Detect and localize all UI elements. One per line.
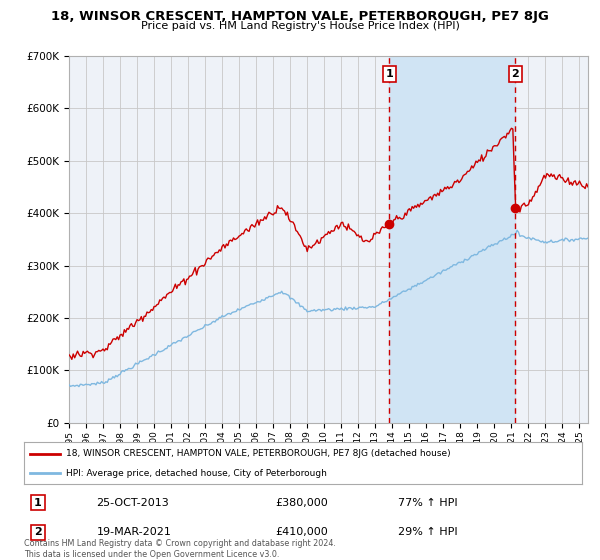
Text: 25-OCT-2013: 25-OCT-2013 bbox=[97, 498, 169, 507]
Text: 2: 2 bbox=[34, 528, 42, 537]
Text: HPI: Average price, detached house, City of Peterborough: HPI: Average price, detached house, City… bbox=[66, 469, 327, 478]
Text: 18, WINSOR CRESCENT, HAMPTON VALE, PETERBOROUGH, PE7 8JG (detached house): 18, WINSOR CRESCENT, HAMPTON VALE, PETER… bbox=[66, 449, 451, 458]
Text: 1: 1 bbox=[385, 69, 393, 79]
Text: 1: 1 bbox=[34, 498, 42, 507]
Text: 19-MAR-2021: 19-MAR-2021 bbox=[97, 528, 172, 537]
Text: £410,000: £410,000 bbox=[275, 528, 328, 537]
Text: 18, WINSOR CRESCENT, HAMPTON VALE, PETERBOROUGH, PE7 8JG: 18, WINSOR CRESCENT, HAMPTON VALE, PETER… bbox=[51, 10, 549, 23]
Text: £380,000: £380,000 bbox=[275, 498, 328, 507]
Text: Contains HM Land Registry data © Crown copyright and database right 2024.
This d: Contains HM Land Registry data © Crown c… bbox=[24, 539, 336, 559]
Text: 2: 2 bbox=[511, 69, 519, 79]
Text: Price paid vs. HM Land Registry's House Price Index (HPI): Price paid vs. HM Land Registry's House … bbox=[140, 21, 460, 31]
Bar bbox=[389, 56, 515, 423]
Text: 29% ↑ HPI: 29% ↑ HPI bbox=[398, 528, 457, 537]
Text: 77% ↑ HPI: 77% ↑ HPI bbox=[398, 498, 457, 507]
